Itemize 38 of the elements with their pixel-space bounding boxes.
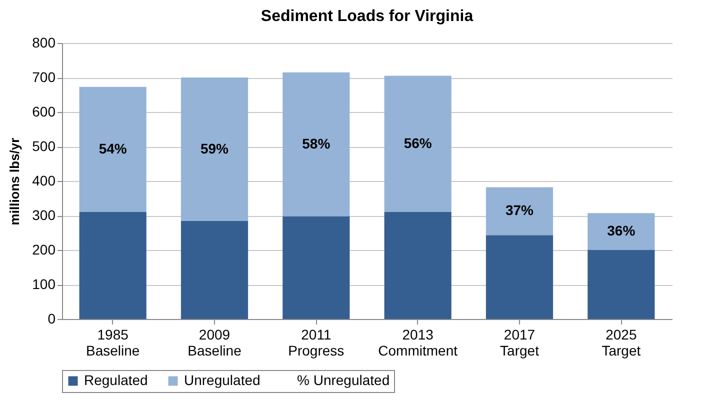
- y-tick-label: 700: [32, 69, 56, 85]
- bar: [384, 212, 452, 319]
- y-tick-label: 400: [32, 172, 56, 188]
- y-tick-label: 200: [32, 242, 56, 258]
- x-tick-label: 2013 Commitment: [378, 326, 458, 358]
- bar: [282, 216, 350, 319]
- bar: [79, 86, 146, 212]
- bar: [282, 72, 350, 216]
- x-tick-label: 2017 Target: [500, 326, 540, 358]
- x-tick-label: 1985 Baseline: [86, 326, 140, 358]
- annotation: 58%: [302, 135, 331, 152]
- y-tick-label: 800: [32, 34, 56, 50]
- annotation: 36%: [607, 222, 636, 239]
- bar: [588, 213, 655, 250]
- x-tick-label: 2009 Baseline: [188, 326, 242, 358]
- annotation: 56%: [404, 134, 432, 151]
- bar: [588, 250, 655, 319]
- x-tick-label: 2011 Progress: [288, 326, 344, 358]
- y-tick-label: 100: [32, 276, 56, 292]
- bar: [180, 78, 248, 222]
- legend-label: Regulated: [84, 372, 148, 388]
- bar: [486, 235, 554, 319]
- chart-title: Sediment Loads for Virginia: [260, 8, 474, 25]
- annotation: 54%: [98, 140, 128, 156]
- legend-label: Unregulated: [184, 372, 260, 388]
- y-tick-label: 500: [32, 138, 56, 154]
- annotation: 59%: [200, 140, 230, 156]
- y-tick-label: 0: [48, 310, 56, 326]
- bar: [384, 76, 452, 212]
- bar: [486, 187, 554, 236]
- text: % Unregulated: [297, 372, 390, 388]
- bar: [79, 212, 146, 319]
- annotation: 37%: [505, 202, 534, 218]
- y-tick-label: 300: [32, 207, 56, 223]
- y-tick-label: 600: [32, 104, 56, 120]
- x-tick-label: 2025 Target: [602, 326, 641, 358]
- bar: [180, 221, 248, 319]
- y-axis-title: millions lbs/yr: [7, 138, 22, 226]
